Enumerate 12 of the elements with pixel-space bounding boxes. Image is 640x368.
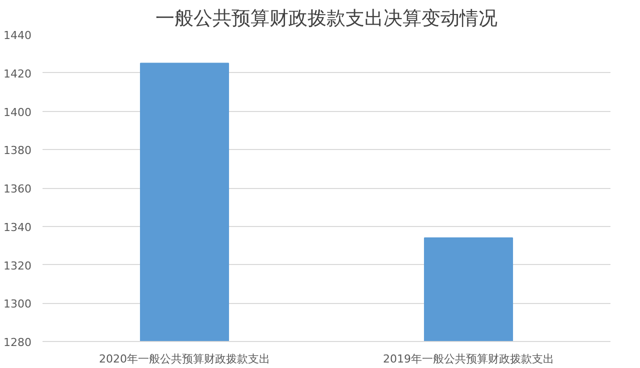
y-tick-label: 1280 <box>4 336 32 349</box>
y-tick-label: 1340 <box>4 220 32 234</box>
x-tick-label: 2020年一般公共预算财政拨款支出 <box>99 352 270 366</box>
y-tick-label: 1300 <box>4 298 32 311</box>
y-tick-label: 1420 <box>4 67 32 80</box>
y-tick-label: 1440 <box>4 29 32 42</box>
y-tick-label: 1320 <box>4 259 32 272</box>
x-tick-label: 2019年一般公共预算财政拨款支出 <box>383 352 554 366</box>
y-tick-label: 1400 <box>4 106 32 119</box>
y-tick-label: 1360 <box>4 182 32 196</box>
chart-title: 一般公共预算财政拨款支出决算变动情况 <box>156 8 498 30</box>
y-tick-label: 1380 <box>4 144 32 158</box>
